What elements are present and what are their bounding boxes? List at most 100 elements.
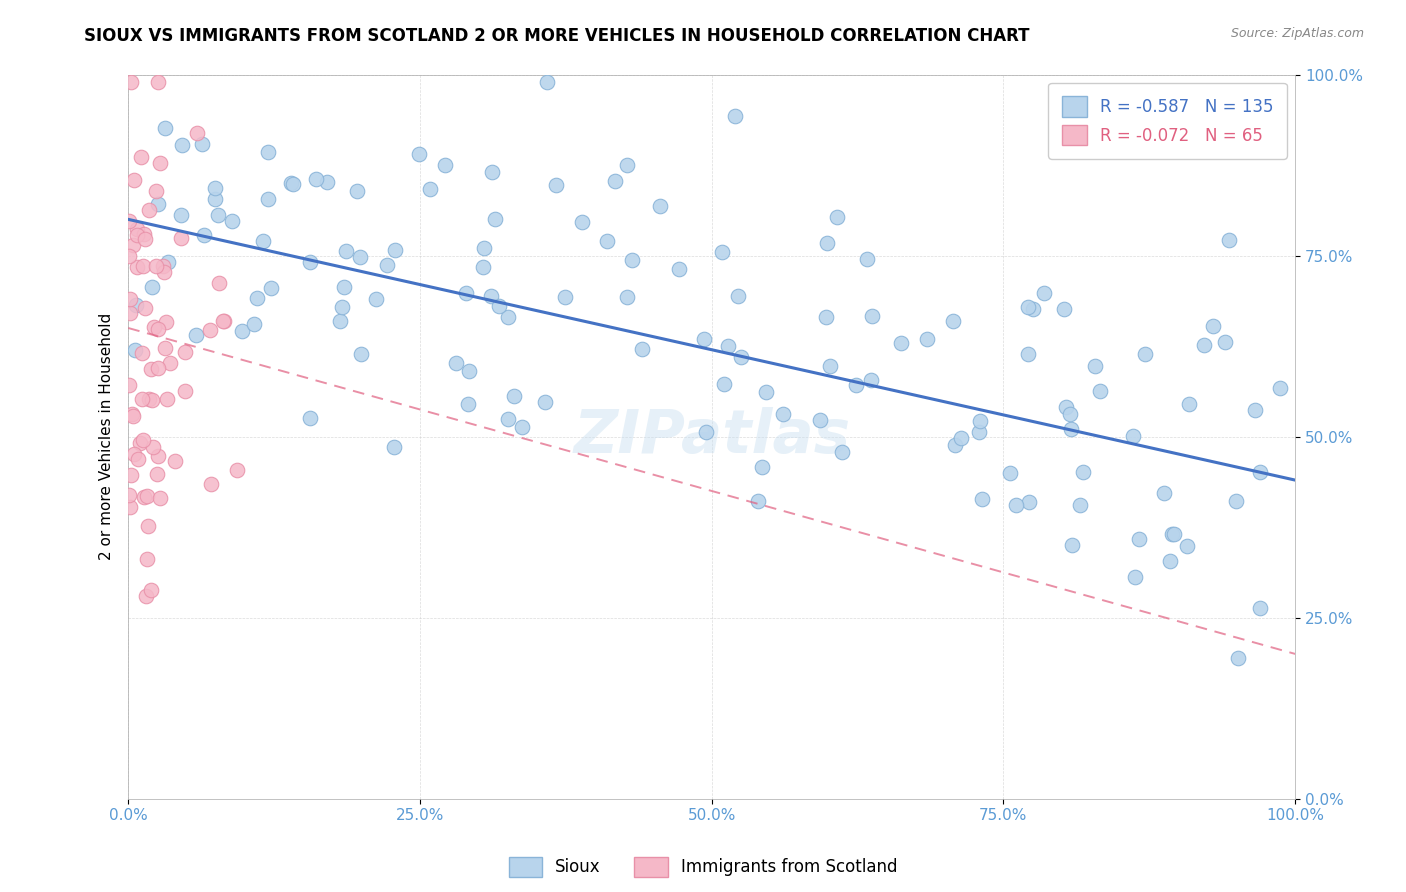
Point [134,227,156,241]
Point [693,332,716,346]
Point [1163,526,1185,541]
Point [225,463,247,477]
Point [772,407,794,421]
Point [128,436,150,450]
Point [818,359,841,374]
Point [1059,408,1081,422]
Point [496,310,519,324]
Point [125,260,148,275]
Point [146,197,169,211]
Point [207,276,229,290]
Point [533,395,555,409]
Point [1088,384,1111,399]
Point [382,440,405,454]
Point [131,392,153,406]
Point [120,467,142,482]
Point [127,222,149,236]
Point [141,582,163,597]
Point [1133,346,1156,360]
Legend: R = -0.587   N = 135, R = -0.072   N = 65: R = -0.587 N = 135, R = -0.072 N = 65 [1049,83,1286,159]
Point [1018,495,1040,509]
Point [1054,400,1077,414]
Point [1249,600,1271,615]
Point [408,147,430,161]
Point [163,454,186,468]
Point [969,414,991,428]
Point [631,343,654,357]
Point [138,392,160,406]
Point [1017,300,1039,314]
Point [377,258,399,272]
Point [1017,346,1039,360]
Point [458,364,481,378]
Point [121,407,143,421]
Point [172,137,194,152]
Point [730,350,752,364]
Point [184,328,207,343]
Point [943,438,966,452]
Point [755,385,778,400]
Point [1159,553,1181,567]
Point [1060,538,1083,552]
Point [1244,403,1267,417]
Text: Source: ZipAtlas.com: Source: ZipAtlas.com [1230,27,1364,40]
Point [329,314,352,328]
Point [1178,397,1201,411]
Point [479,289,502,303]
Point [122,447,145,461]
Point [136,489,159,503]
Point [536,75,558,89]
Point [335,244,357,259]
Point [122,173,145,187]
Point [472,241,495,255]
Point [727,289,749,303]
Point [1218,233,1240,247]
Point [695,425,717,439]
Point [860,309,883,323]
Point [173,384,195,399]
Point [503,389,526,403]
Point [252,234,274,248]
Point [1060,422,1083,436]
Point [1213,334,1236,349]
Point [152,264,174,278]
Point [200,323,222,337]
Point [419,181,441,195]
Point [157,255,180,269]
Point [316,175,339,189]
Point [149,155,172,169]
Point [170,231,193,245]
Legend: Sioux, Immigrants from Scotland: Sioux, Immigrants from Scotland [502,850,904,884]
Point [136,551,159,566]
Point [456,285,478,300]
Point [967,425,990,439]
Point [146,467,169,481]
Point [122,409,145,423]
Point [949,431,972,445]
Point [143,320,166,334]
Point [299,254,322,268]
Point [256,145,278,160]
Point [281,177,304,191]
Point [173,345,195,359]
Point [444,356,467,370]
Point [125,228,148,243]
Point [457,396,479,410]
Point [1225,494,1247,508]
Point [132,490,155,504]
Point [724,109,747,123]
Point [751,460,773,475]
Point [333,280,356,294]
Point [204,192,226,206]
Point [845,378,868,392]
Point [616,158,638,172]
Point [156,392,179,406]
Point [148,449,170,463]
Point [231,324,253,338]
Point [713,377,735,392]
Point [1122,429,1144,443]
Point [207,208,229,222]
Point [1175,539,1198,553]
Point [859,374,882,388]
Point [124,343,146,357]
